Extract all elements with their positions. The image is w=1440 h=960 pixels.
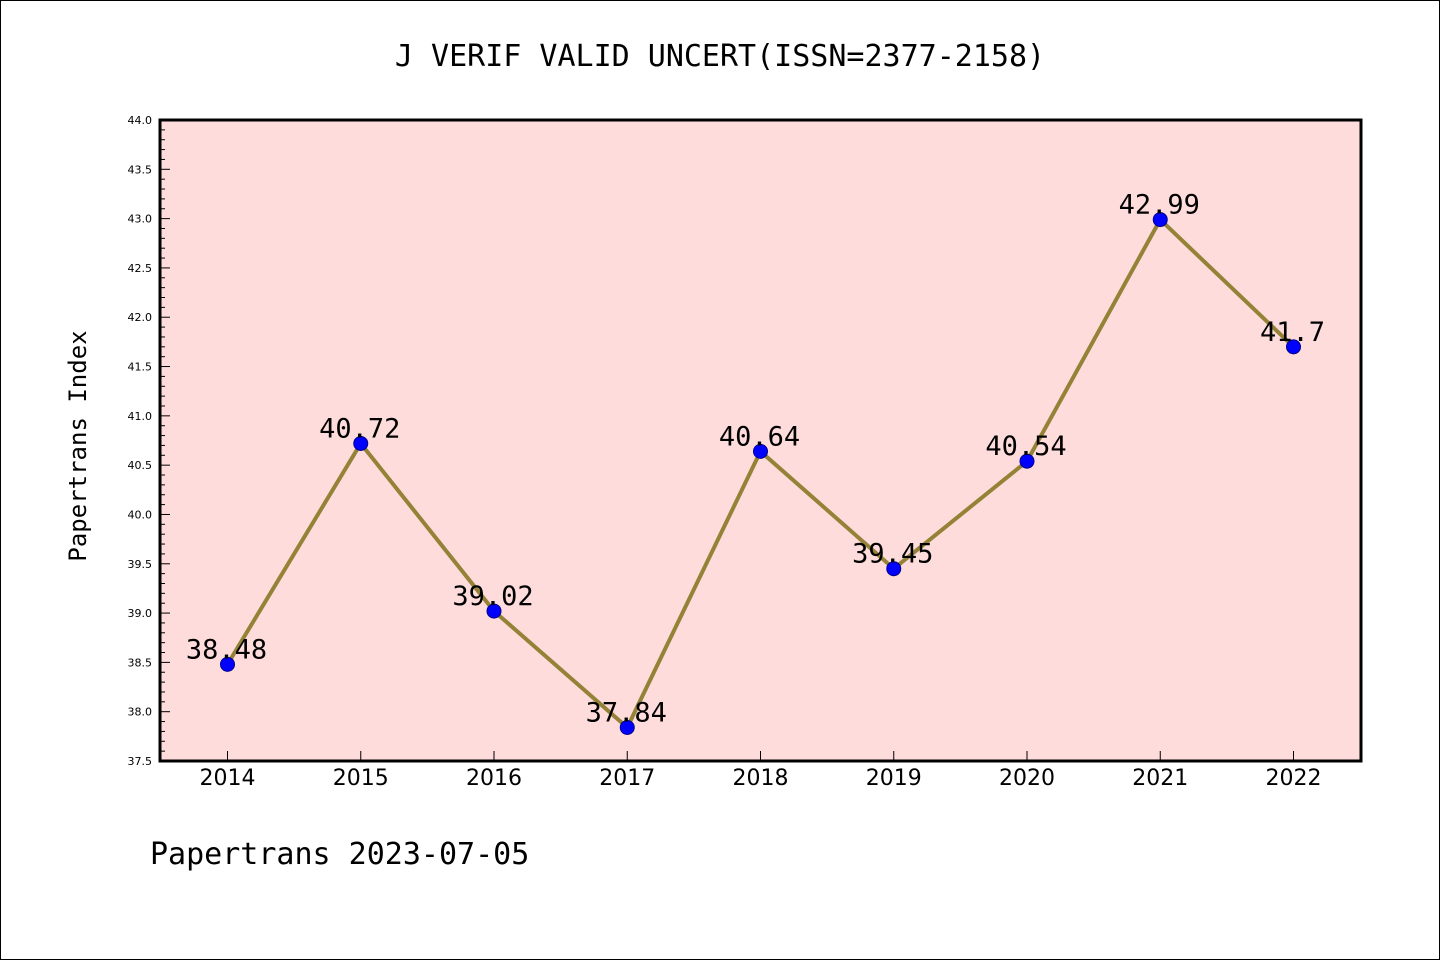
- data-label-2015: 40.72: [319, 413, 400, 444]
- x-tick-label: 2018: [733, 766, 789, 791]
- data-point-2014: [220, 656, 235, 672]
- data-label-2022: 41.7: [1260, 317, 1325, 348]
- data-point-2017: [619, 719, 635, 735]
- y-tick-label: 41.0: [128, 410, 153, 423]
- x-tick-label: 2015: [333, 766, 389, 791]
- y-tick-label: 37.5: [128, 755, 153, 768]
- data-point-2022: [1286, 339, 1301, 355]
- data-labels: 38.48 40.72 39.02 37.84 40.64 39.45 40.54 42.99…: [186, 190, 1325, 729]
- data-point-2016: [486, 603, 502, 619]
- y-tick-label: 39.0: [128, 607, 153, 620]
- x-tick-label: 2014: [200, 766, 256, 791]
- footer-text: Papertrans 2023-07-05: [150, 837, 529, 872]
- x-tick-label: 2016: [466, 766, 522, 791]
- data-point-2021: [1152, 212, 1168, 228]
- series-markers: [220, 212, 1301, 735]
- y-tick-label: 44.0: [128, 114, 153, 127]
- y-tick-label: 43.5: [128, 163, 153, 176]
- y-axis-label: Papertrans Index: [64, 330, 92, 561]
- y-tick-label: 38.0: [128, 706, 153, 719]
- data-label-2021: 42.99: [1119, 190, 1200, 221]
- x-tick-label: 2021: [1132, 766, 1188, 791]
- x-tick-label: 2017: [599, 766, 655, 791]
- y-tick-label: 39.5: [128, 558, 153, 571]
- y-tick-label: 38.5: [128, 656, 153, 669]
- data-label-2014: 38.48: [186, 634, 267, 665]
- data-label-2016: 39.02: [452, 581, 533, 612]
- data-point-2019: [886, 561, 902, 577]
- y-tick-label: 41.5: [128, 361, 153, 374]
- data-point-2020: [1019, 453, 1035, 469]
- x-tick-label: 2020: [999, 766, 1055, 791]
- data-point-2015: [353, 435, 369, 451]
- x-tick-label: 2022: [1266, 766, 1322, 791]
- data-label-2017: 37.84: [586, 697, 667, 728]
- y-tick-label: 40.5: [128, 459, 153, 472]
- data-label-2019: 39.45: [852, 539, 933, 570]
- y-tick-label: 42.0: [128, 311, 153, 324]
- x-tick-label: 2019: [866, 766, 922, 791]
- chart-title: J VERIF VALID UNCERT(ISSN=2377-2158): [395, 39, 1045, 74]
- y-tick-label: 42.5: [128, 262, 153, 275]
- data-label-2018: 40.64: [719, 421, 800, 452]
- data-label-2020: 40.54: [985, 431, 1066, 462]
- data-point-2018: [753, 443, 768, 459]
- y-axis: 37.5 38.0 38.5 39.0 39.5 40.0 40.5 41.0 41.5 42.0…: [128, 114, 170, 768]
- x-axis: 2014 2015 2016 2017 2018 2019 2020 2021 2022: [200, 751, 1322, 791]
- y-tick-label: 43.0: [128, 213, 153, 226]
- y-tick-label: 40.0: [128, 508, 153, 521]
